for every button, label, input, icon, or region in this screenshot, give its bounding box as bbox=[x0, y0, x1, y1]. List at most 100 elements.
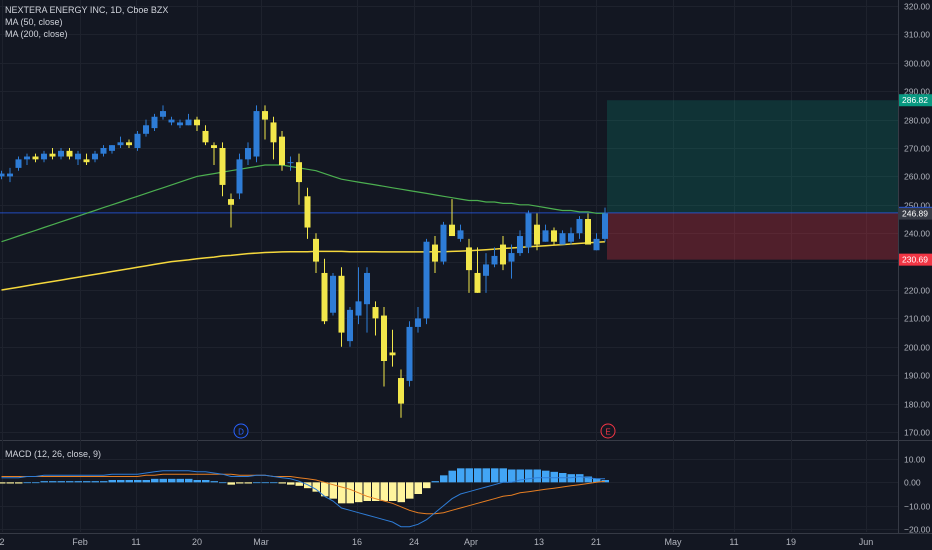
candle-body bbox=[253, 111, 260, 157]
candle-body bbox=[7, 173, 13, 177]
candle-body bbox=[330, 275, 336, 313]
candle-body bbox=[49, 153, 56, 157]
macd-histogram-bar bbox=[193, 480, 201, 483]
macd-histogram-bar bbox=[508, 469, 516, 483]
macd-histogram-bar bbox=[499, 468, 507, 483]
candle-body bbox=[585, 219, 591, 245]
candle-body bbox=[432, 244, 438, 262]
candle-body bbox=[279, 136, 285, 166]
macd-histogram-bar bbox=[117, 480, 125, 483]
candle-body bbox=[491, 255, 498, 265]
candle-body bbox=[66, 150, 73, 157]
candle-body bbox=[372, 307, 379, 319]
time-tick-label: 19 bbox=[786, 537, 796, 547]
macd-histogram-bar bbox=[584, 476, 592, 483]
macd-histogram-bar bbox=[6, 482, 14, 484]
macd-label[interactable]: MACD (12, 26, close, 9) bbox=[5, 449, 102, 459]
macd-histogram-bar bbox=[423, 482, 431, 489]
ma200-label[interactable]: MA (200, close) bbox=[5, 29, 68, 39]
candle-body bbox=[151, 116, 158, 129]
time-tick-label: 16 bbox=[352, 537, 362, 547]
price-tag bbox=[899, 94, 932, 107]
price-tick-label: 270.00 bbox=[904, 144, 930, 154]
candle-body bbox=[168, 119, 175, 123]
price-tick-label: 200.00 bbox=[904, 343, 930, 353]
candle-body bbox=[0, 173, 5, 177]
macd-histogram-bar bbox=[406, 482, 414, 499]
macd-histogram-bar bbox=[372, 482, 380, 501]
macd-histogram-bar bbox=[15, 482, 23, 484]
macd-histogram-bar bbox=[261, 482, 269, 484]
macd-histogram-bar bbox=[185, 478, 193, 483]
candle-body bbox=[347, 309, 353, 342]
candle-body bbox=[534, 224, 540, 245]
macd-tick-label: 10.00 bbox=[904, 455, 926, 465]
candle-body bbox=[406, 326, 413, 381]
macd-histogram-bar bbox=[125, 480, 133, 483]
price-tick-label: 310.00 bbox=[904, 30, 930, 40]
macd-histogram-bar bbox=[474, 468, 482, 483]
macd-histogram-bar bbox=[576, 474, 584, 483]
price-tick-label: 250.00 bbox=[904, 201, 930, 211]
price-tick-label: 190.00 bbox=[904, 371, 930, 381]
price-tick-label: 280.00 bbox=[904, 116, 930, 126]
position-profit-zone bbox=[607, 100, 898, 213]
macd-histogram-bar bbox=[346, 482, 354, 504]
macd-histogram-bar bbox=[151, 478, 159, 483]
macd-histogram-bar bbox=[74, 481, 82, 483]
macd-histogram-bar bbox=[270, 482, 278, 484]
candle-body bbox=[457, 230, 464, 239]
symbol-title[interactable]: NEXTERA ENERGY INC, 1D, Cboe BZX bbox=[5, 5, 169, 15]
candle-body bbox=[143, 125, 149, 134]
macd-histogram-bar bbox=[236, 482, 244, 484]
macd-histogram-bar bbox=[66, 481, 74, 483]
macd-histogram-bar bbox=[159, 478, 167, 483]
macd-histogram-bar bbox=[108, 480, 116, 483]
macd-histogram-bar bbox=[32, 482, 40, 484]
price-tag bbox=[899, 207, 932, 220]
candle-body bbox=[381, 315, 387, 361]
candle-body bbox=[41, 153, 47, 160]
candle-body bbox=[542, 230, 549, 242]
macd-histogram-bar bbox=[482, 468, 490, 483]
candle-body bbox=[313, 238, 319, 262]
macd-signal-line bbox=[1, 473, 606, 515]
position-loss-zone bbox=[607, 212, 898, 260]
time-tick-label: Jun bbox=[859, 537, 874, 547]
time-tick-label: 2 bbox=[0, 537, 5, 547]
candle-body bbox=[236, 159, 243, 194]
candle-body bbox=[389, 352, 396, 356]
macd-histogram-bar bbox=[516, 469, 524, 483]
candle-body bbox=[117, 142, 124, 146]
time-tick-label: 24 bbox=[409, 537, 419, 547]
candle-body bbox=[449, 224, 455, 237]
macd-histogram-bar bbox=[397, 482, 405, 503]
price-tick-label: 320.00 bbox=[904, 2, 930, 12]
candle-body bbox=[15, 159, 22, 168]
candle-body bbox=[219, 148, 226, 185]
time-tick-label: Feb bbox=[72, 537, 88, 547]
price-tag-label: 246.89 bbox=[902, 209, 928, 219]
macd-histogram-bar bbox=[525, 469, 533, 483]
macd-histogram-bar bbox=[295, 482, 303, 486]
price-tick-label: 260.00 bbox=[904, 172, 930, 182]
macd-histogram-bar bbox=[287, 482, 295, 485]
macd-histogram-bar bbox=[244, 482, 252, 484]
ma50-label[interactable]: MA (50, close) bbox=[5, 17, 63, 27]
macd-histogram-bar bbox=[550, 471, 558, 483]
macd-histogram-bar bbox=[414, 482, 422, 494]
macd-histogram-bar bbox=[329, 482, 337, 499]
macd-histogram-bar bbox=[57, 481, 65, 483]
candle-body bbox=[134, 133, 141, 148]
candle-body bbox=[508, 253, 515, 262]
macd-histogram-bar bbox=[363, 482, 371, 501]
candle-body bbox=[576, 219, 583, 234]
candle-body bbox=[126, 142, 132, 146]
time-tick-label: Mar bbox=[253, 537, 269, 547]
macd-histogram-bar bbox=[465, 468, 473, 483]
candle-body bbox=[338, 275, 345, 333]
price-tick-label: 220.00 bbox=[904, 286, 930, 296]
candle-body bbox=[287, 162, 294, 164]
candle-body bbox=[228, 199, 234, 205]
